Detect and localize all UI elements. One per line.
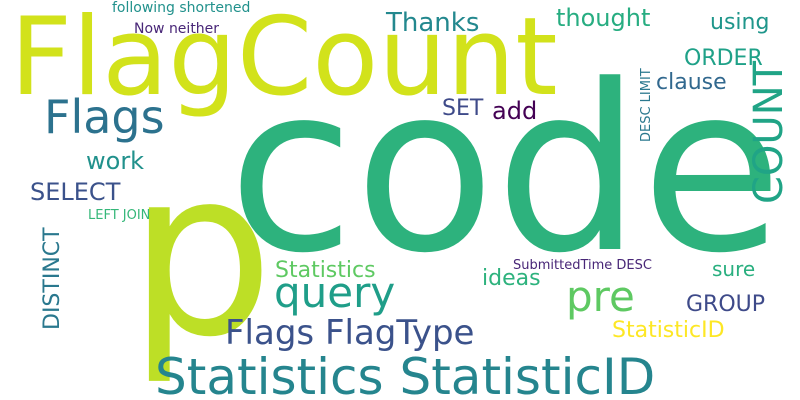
word-set: SET xyxy=(442,96,484,121)
word-ideas: ideas xyxy=(482,266,541,291)
word-statistics-statisticid: Statistics StatisticID xyxy=(155,348,656,400)
word-sure: sure xyxy=(712,257,756,281)
word-thanks: Thanks xyxy=(386,8,480,38)
word-pre: pre xyxy=(566,272,635,321)
word-flags: Flags xyxy=(44,90,165,144)
word-using: using xyxy=(710,10,770,35)
word-left-join: LEFT JOIN xyxy=(88,208,151,223)
word-p: p xyxy=(128,121,274,388)
word-desc-limit: DESC LIMIT xyxy=(639,68,654,142)
word-flags-flagtype: Flags FlagType xyxy=(225,313,475,353)
word-select: SELECT xyxy=(30,178,121,206)
word-following-shortened: following shortened xyxy=(112,0,251,16)
word-clause: clause xyxy=(656,70,727,95)
word-submittedtime-desc: SubmittedTime DESC xyxy=(513,258,652,273)
word-group: GROUP xyxy=(686,292,766,317)
word-query: query xyxy=(274,268,396,317)
word-order: ORDER xyxy=(684,46,763,71)
word-distinct: DISTINCT xyxy=(40,227,65,330)
word-statisticid: StatisticID xyxy=(612,318,725,343)
word-statistics: Statistics xyxy=(275,258,376,283)
word-add: add xyxy=(492,97,538,125)
word-flagcount: FlagCount xyxy=(10,0,558,120)
word-count: COUNT xyxy=(746,60,792,204)
word-code: code xyxy=(228,37,783,304)
word-now-neither: Now neither xyxy=(134,21,220,37)
word-work: work xyxy=(86,147,145,175)
word-thought: thought xyxy=(556,4,651,32)
